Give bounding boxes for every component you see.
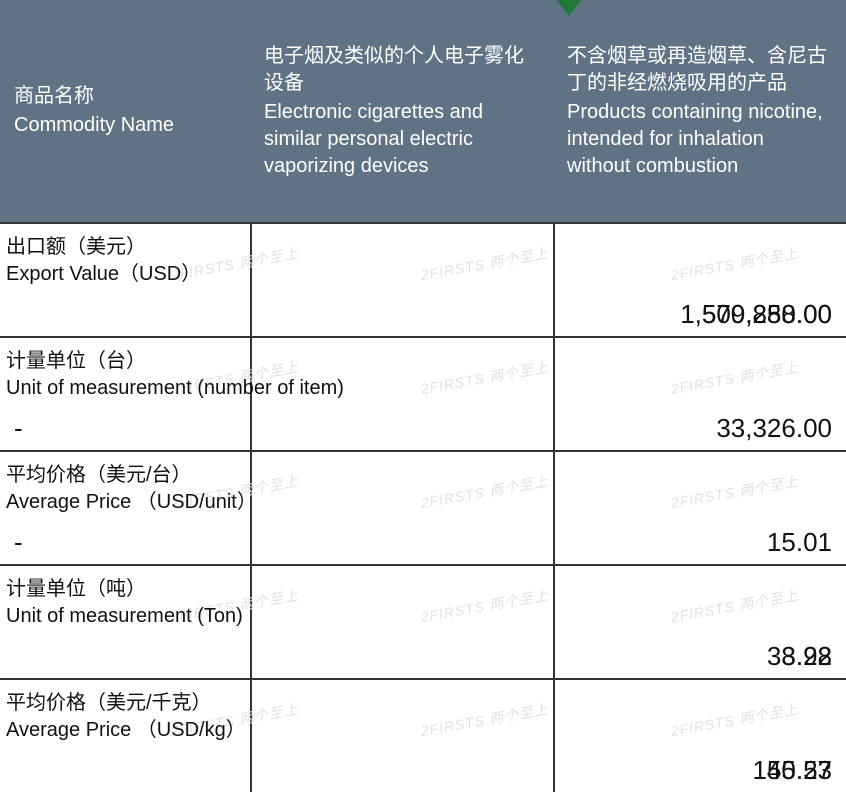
row-value-cell: 155.27 — [250, 680, 553, 792]
header-label-cn: 商品名称 — [14, 83, 236, 110]
row-label-cell: 计量单位（台） Unit of measurement (number of i… — [0, 338, 250, 450]
row-label-cell: 出口额（美元） Export Value（USD） — [0, 224, 250, 336]
table-row: 2FIRSTS 两个至上 2FIRSTS 两个至上 2FIRSTS 两个至上 平… — [0, 450, 846, 564]
table-row: 2FIRSTS 两个至上 2FIRSTS 两个至上 2FIRSTS 两个至上 计… — [0, 564, 846, 678]
row-label-cn: 计量单位（台） — [6, 348, 344, 375]
row-label: 平均价格（美元/台） Average Price （USD/unit） — [6, 462, 257, 516]
header-cell-nicotine: 不含烟草或再造烟草、含尼古丁的非经燃烧吸用的产品 Products contai… — [553, 0, 846, 222]
row-value: 38.98 — [767, 641, 832, 672]
row-label-cn: 平均价格（美元/千克） — [6, 690, 246, 717]
row-label-en: Unit of measurement (Ton) — [6, 603, 243, 630]
row-label: 出口额（美元） Export Value（USD） — [6, 234, 201, 288]
row-label-cn: 计量单位（吨） — [6, 576, 243, 603]
row-label-en: Average Price （USD/unit） — [6, 489, 257, 516]
header-label-cn: 不含烟草或再造烟草、含尼古丁的非经燃烧吸用的产品 — [567, 43, 832, 97]
header-label-cn: 电子烟及类似的个人电子雾化设备 — [264, 43, 539, 97]
header-label-en: Commodity Name — [14, 112, 236, 139]
row-label-cell: 平均价格（美元/台） Average Price （USD/unit） — [0, 452, 250, 564]
header-label-en: Products containing nicotine, intended f… — [567, 99, 832, 180]
row-label-cn: 出口额（美元） — [6, 234, 201, 261]
row-label-cell: 平均价格（美元/千克） Average Price （USD/kg） — [0, 680, 250, 792]
table-row: 2FIRSTS 两个至上 2FIRSTS 两个至上 2FIRSTS 两个至上 平… — [0, 678, 846, 792]
row-label: 平均价格（美元/千克） Average Price （USD/kg） — [6, 690, 246, 744]
row-label-en: Average Price （USD/kg） — [6, 717, 246, 744]
row-value: 33,326.00 — [716, 413, 832, 444]
row-value: 40.53 — [767, 755, 832, 786]
row-label-en: Unit of measurement (number of item) — [6, 375, 344, 402]
commodity-table: 商品名称 Commodity Name 电子烟及类似的个人电子雾化设备 Elec… — [0, 0, 846, 792]
row-value-cell: 15.01 — [250, 452, 553, 564]
row-label-en: Export Value（USD） — [6, 261, 201, 288]
row-value-cell: 1,579,858.00 — [553, 224, 846, 336]
table-row: 2FIRSTS 两个至上 2FIRSTS 两个至上 2FIRSTS 两个至上 计… — [0, 336, 846, 450]
row-label-cell: 计量单位（吨） Unit of measurement (Ton) — [0, 566, 250, 678]
row-value: 1,579,858.00 — [680, 299, 832, 330]
row-value: - — [14, 413, 23, 444]
header-arrow-indicator — [555, 0, 583, 16]
header-cell-commodity-name: 商品名称 Commodity Name — [0, 0, 250, 222]
row-value-cell: 3.22 — [250, 566, 553, 678]
row-label: 计量单位（吨） Unit of measurement (Ton) — [6, 576, 243, 630]
row-label-cn: 平均价格（美元/台） — [6, 462, 257, 489]
header-cell-ecig: 电子烟及类似的个人电子雾化设备 Electronic cigarettes an… — [250, 0, 553, 222]
row-value-cell: 40.53 — [553, 680, 846, 792]
row-value: 15.01 — [767, 527, 832, 558]
row-value: - — [14, 527, 23, 558]
row-value-cell: 38.98 — [553, 566, 846, 678]
row-label: 计量单位（台） Unit of measurement (number of i… — [6, 348, 344, 402]
row-value-cell: 500,280.00 — [250, 224, 553, 336]
header-label-en: Electronic cigarettes and similar person… — [264, 99, 539, 180]
table-header-row: 商品名称 Commodity Name 电子烟及类似的个人电子雾化设备 Elec… — [0, 0, 846, 222]
table-row: 2FIRSTS 两个至上 2FIRSTS 两个至上 2FIRSTS 两个至上 出… — [0, 222, 846, 336]
